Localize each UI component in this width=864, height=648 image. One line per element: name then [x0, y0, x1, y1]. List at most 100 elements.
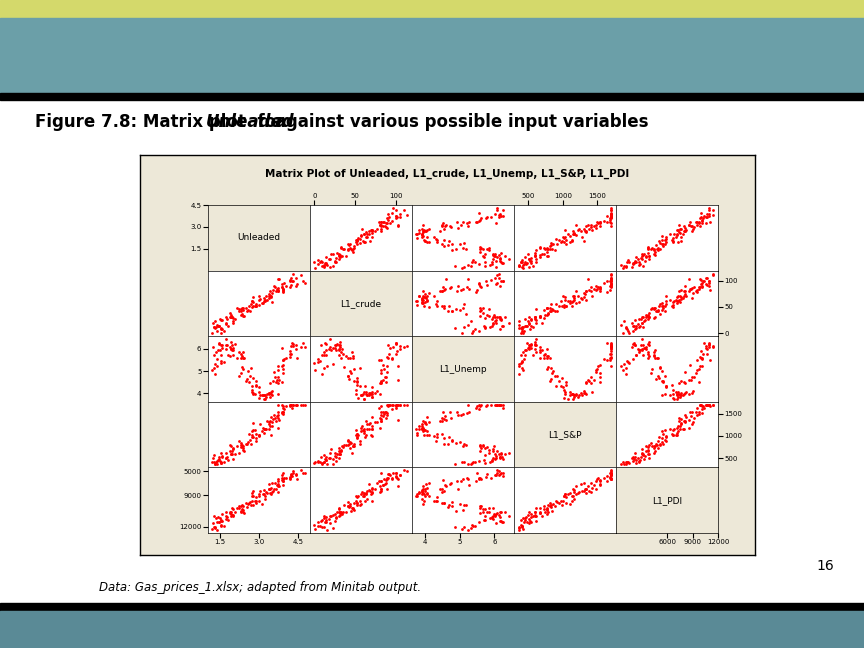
Point: [620, 255, 634, 265]
Point: [514, 520, 528, 530]
Point: [523, 256, 537, 266]
Point: [379, 474, 393, 485]
Point: [378, 479, 392, 489]
Point: [483, 456, 497, 467]
Point: [263, 484, 276, 494]
Point: [514, 257, 528, 267]
Point: [239, 439, 253, 450]
Point: [215, 452, 229, 463]
Point: [647, 350, 661, 360]
Point: [587, 375, 600, 386]
Point: [540, 353, 554, 363]
Point: [641, 347, 655, 357]
Point: [474, 474, 488, 485]
Point: [648, 353, 662, 363]
Point: [533, 341, 547, 352]
Point: [557, 393, 571, 404]
Point: [471, 217, 485, 227]
Point: [429, 496, 443, 506]
Point: [319, 516, 333, 527]
Point: [488, 249, 502, 259]
Point: [473, 215, 486, 226]
Point: [219, 319, 232, 329]
Point: [644, 437, 658, 448]
Point: [232, 347, 246, 357]
Point: [220, 314, 234, 325]
Point: [542, 309, 556, 319]
Point: [346, 245, 359, 255]
Point: [457, 457, 471, 467]
Point: [224, 312, 238, 322]
Point: [487, 509, 501, 519]
Point: [223, 508, 237, 518]
Point: [517, 354, 530, 364]
Point: [213, 456, 227, 466]
Point: [420, 291, 434, 301]
Point: [658, 235, 672, 245]
Point: [670, 230, 683, 240]
Point: [687, 282, 701, 292]
Point: [483, 513, 497, 524]
Point: [639, 250, 653, 260]
Point: [416, 424, 429, 434]
Point: [228, 339, 242, 349]
Point: [542, 500, 556, 510]
Point: [234, 501, 248, 511]
Point: [350, 432, 364, 442]
Point: [319, 517, 333, 527]
Point: [319, 515, 333, 526]
Point: [416, 286, 430, 296]
Point: [270, 360, 284, 371]
Point: [523, 340, 537, 350]
Point: [308, 358, 321, 368]
Point: [616, 328, 630, 338]
Point: [567, 291, 581, 301]
Point: [235, 441, 249, 451]
Point: [567, 294, 581, 305]
Point: [585, 483, 599, 494]
Point: [256, 298, 270, 308]
Point: [524, 517, 537, 527]
Point: [415, 422, 429, 433]
Point: [473, 474, 486, 484]
Point: [252, 491, 266, 502]
Point: [321, 344, 335, 354]
Point: [350, 235, 364, 245]
Point: [276, 360, 289, 370]
Point: [589, 220, 603, 231]
Point: [210, 361, 224, 371]
Point: [629, 456, 643, 466]
Point: [289, 273, 303, 283]
Point: [471, 400, 485, 411]
Point: [482, 507, 496, 518]
Point: [276, 284, 289, 294]
Point: [656, 429, 670, 439]
Point: [370, 478, 384, 489]
Point: [666, 237, 680, 248]
Point: [241, 437, 255, 448]
Point: [416, 298, 429, 308]
Point: [657, 439, 670, 450]
Point: [252, 393, 266, 404]
Point: [318, 347, 332, 357]
Point: [648, 303, 662, 314]
Point: [315, 515, 329, 525]
Point: [416, 422, 430, 433]
Point: [666, 430, 680, 440]
Point: [472, 216, 486, 227]
Point: [226, 444, 240, 454]
Point: [478, 503, 492, 514]
Point: [492, 400, 506, 410]
Point: [418, 483, 432, 494]
Point: [670, 393, 683, 404]
Point: [526, 322, 540, 332]
Point: [252, 430, 266, 440]
Point: [666, 425, 680, 435]
Point: [485, 456, 499, 466]
Point: [523, 312, 537, 323]
Point: [323, 334, 337, 344]
Point: [630, 323, 644, 333]
Point: [279, 400, 293, 411]
Point: [699, 340, 713, 351]
Point: [702, 281, 715, 291]
